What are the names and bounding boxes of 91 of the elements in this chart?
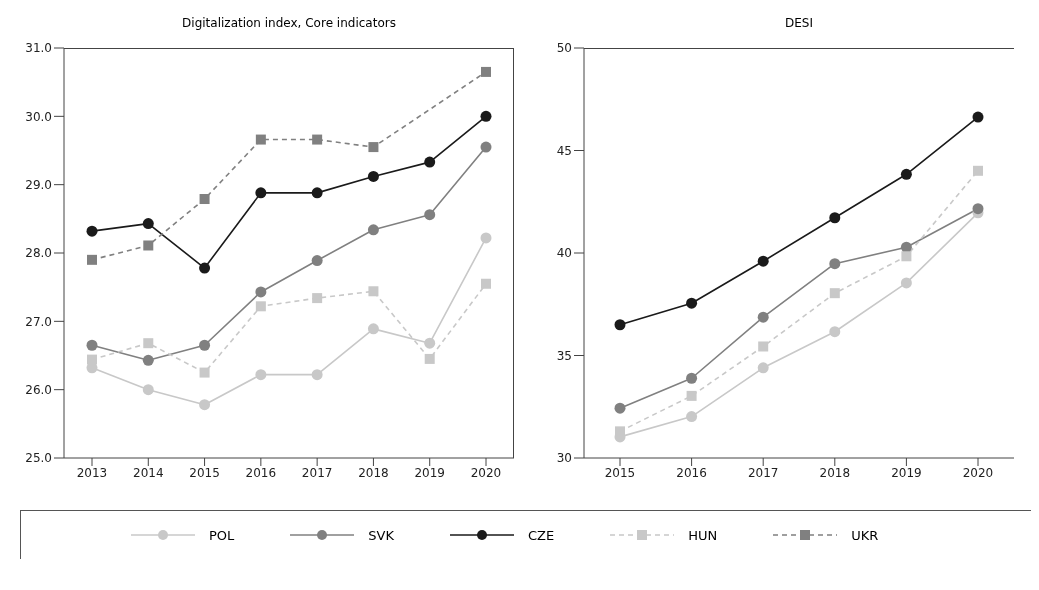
- point: [424, 209, 436, 221]
- point: [367, 170, 379, 182]
- point: [758, 341, 769, 352]
- point: [311, 255, 323, 267]
- x-tick-label: 2020: [470, 465, 502, 480]
- point: [142, 354, 154, 366]
- y-tick-label: 26.0: [25, 382, 52, 397]
- legend-label: POL: [209, 527, 235, 543]
- y-tick-label: 40: [556, 246, 572, 261]
- point: [86, 225, 98, 237]
- point: [973, 165, 983, 176]
- point: [757, 362, 769, 374]
- point: [901, 251, 912, 262]
- point: [480, 141, 492, 153]
- point: [614, 319, 626, 331]
- y-tick-label: 30: [556, 451, 572, 466]
- point: [829, 288, 840, 299]
- y-tick-label: 50: [556, 41, 572, 56]
- legend-label: HUN: [688, 527, 718, 543]
- point: [312, 134, 323, 145]
- point: [829, 258, 841, 270]
- x-tick-label: 2020: [962, 465, 994, 480]
- x-tick-label: 2018: [358, 465, 389, 480]
- point: [199, 194, 210, 205]
- point: [255, 134, 266, 145]
- x-tick-label: 2016: [676, 465, 707, 480]
- point: [481, 66, 491, 77]
- point: [143, 338, 154, 349]
- point: [480, 110, 492, 122]
- chart-title: DESI: [784, 16, 814, 30]
- point: [199, 399, 211, 411]
- point: [686, 372, 698, 384]
- point: [312, 293, 323, 304]
- point: [686, 297, 698, 309]
- point: [143, 240, 154, 251]
- point: [368, 142, 379, 153]
- point: [972, 203, 984, 215]
- point: [900, 277, 912, 289]
- x-tick-label: 2013: [76, 465, 108, 480]
- point: [972, 111, 984, 123]
- point: [829, 212, 841, 224]
- y-tick-label: 29.0: [25, 177, 52, 192]
- x-tick-label: 2015: [189, 465, 220, 480]
- point: [757, 311, 769, 323]
- point: [686, 411, 698, 423]
- x-tick-label: 2018: [819, 465, 851, 480]
- point: [199, 339, 211, 351]
- point: [255, 187, 267, 199]
- point: [900, 168, 912, 180]
- point: [255, 286, 267, 298]
- point: [199, 367, 210, 378]
- point: [311, 187, 323, 199]
- point: [255, 301, 266, 312]
- point: [199, 262, 211, 274]
- x-tick-label: 2015: [604, 465, 636, 480]
- y-tick-label: 45: [556, 143, 572, 158]
- point: [255, 369, 267, 381]
- x-tick-label: 2019: [414, 465, 445, 480]
- point: [686, 390, 697, 401]
- point: [367, 224, 379, 236]
- chart-title: Digitalization index, Core indicators: [181, 16, 397, 30]
- point: [142, 218, 154, 230]
- point: [424, 353, 435, 364]
- point: [757, 255, 769, 267]
- y-tick-label: 30.0: [25, 109, 52, 124]
- point: [480, 232, 492, 244]
- y-tick-label: 31.0: [25, 41, 52, 56]
- y-tick-label: 28.0: [25, 246, 52, 261]
- x-tick-label: 2017: [747, 465, 779, 480]
- x-tick-label: 2019: [891, 465, 922, 480]
- point: [142, 384, 154, 396]
- x-tick-label: 2014: [133, 465, 164, 480]
- point: [87, 354, 97, 365]
- point: [368, 286, 379, 297]
- point: [86, 339, 98, 351]
- point: [424, 337, 436, 349]
- legend-label: SVK: [368, 527, 394, 543]
- y-tick-label: 25.0: [25, 451, 52, 466]
- point: [424, 156, 436, 168]
- point: [829, 326, 841, 338]
- x-tick-label: 2017: [301, 465, 333, 480]
- point: [311, 369, 323, 381]
- legend-label: UKR: [851, 527, 879, 543]
- legend-label: CZE: [528, 527, 555, 543]
- point: [481, 278, 491, 289]
- point: [367, 323, 379, 335]
- point: [87, 254, 97, 265]
- x-tick-label: 2016: [245, 465, 277, 480]
- y-tick-label: 35: [556, 348, 572, 363]
- y-tick-label: 27.0: [25, 314, 52, 329]
- point: [614, 402, 626, 414]
